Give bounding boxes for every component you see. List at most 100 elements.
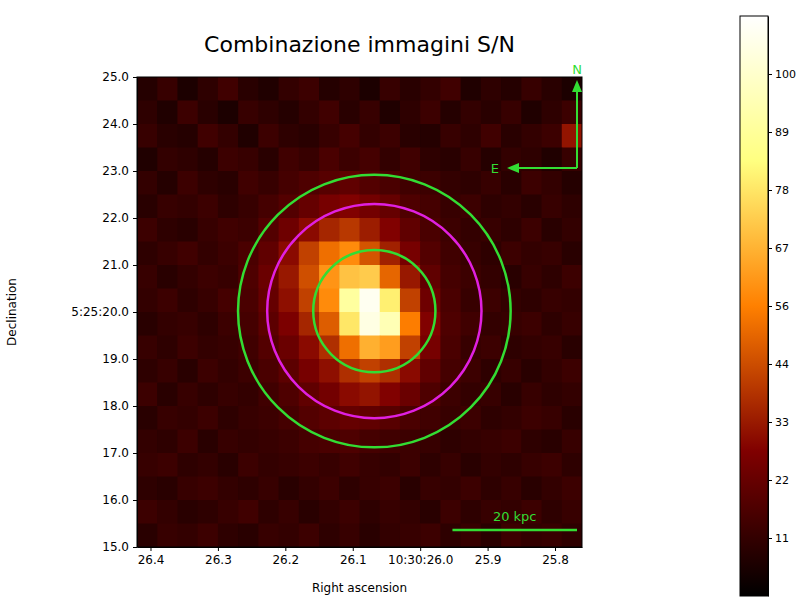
cell [339, 148, 360, 172]
cell [177, 359, 198, 383]
cell [501, 195, 522, 219]
cell [137, 242, 158, 266]
cell [440, 265, 461, 289]
colorbar-tick: 67 [768, 242, 789, 255]
colorbar-tick-mark [768, 538, 772, 539]
y-tick: 25.0 [102, 70, 137, 84]
cell [319, 148, 340, 172]
cell [360, 218, 381, 242]
x-tick: 25.8 [542, 547, 569, 567]
y-tick-label: 17.0 [102, 446, 129, 460]
cell [461, 453, 482, 477]
cell [198, 218, 219, 242]
cell [198, 148, 219, 172]
y-tick-mark [133, 547, 137, 548]
compass-east-arrow [515, 167, 577, 169]
scale-bar [452, 529, 577, 532]
colorbar-tick-label: 100 [775, 68, 796, 81]
cell [238, 171, 259, 195]
cell [177, 242, 198, 266]
y-tick-label: 18.0 [102, 399, 129, 413]
y-tick: 21.0 [102, 258, 137, 272]
cell [137, 148, 158, 172]
cell [319, 500, 340, 524]
cell [157, 124, 178, 148]
cell [299, 500, 320, 524]
compass-east-label: E [491, 161, 499, 176]
cell [137, 77, 158, 101]
cell [279, 336, 300, 360]
cell [339, 500, 360, 524]
cell [380, 477, 401, 501]
cell [481, 265, 502, 289]
cell [299, 477, 320, 501]
cell [299, 242, 320, 266]
cell [360, 289, 381, 313]
cell [542, 453, 563, 477]
cell [258, 242, 279, 266]
cell [380, 218, 401, 242]
colorbar-tick: 44 [768, 358, 789, 371]
cell [137, 524, 158, 548]
cell [218, 453, 239, 477]
cell [258, 500, 279, 524]
y-tick-label: 16.0 [102, 493, 129, 507]
title: Combinazione immagini S/N [204, 32, 515, 57]
cell [380, 148, 401, 172]
x-tick-mark [555, 547, 556, 551]
colorbar-tick-mark [768, 248, 772, 249]
cell [137, 477, 158, 501]
cell [137, 312, 158, 336]
colorbar-tick: 11 [768, 532, 789, 545]
y-tick-label: 15.0 [102, 540, 129, 554]
cell [157, 265, 178, 289]
cell [218, 312, 239, 336]
cell [542, 524, 563, 548]
cell [177, 265, 198, 289]
cell [461, 77, 482, 101]
cell [218, 101, 239, 125]
cell [218, 289, 239, 313]
cell [339, 524, 360, 548]
cell [339, 336, 360, 360]
cell [562, 406, 582, 430]
colorbar-tick: 56 [768, 300, 789, 313]
colorbar [740, 16, 768, 596]
cell [279, 524, 300, 548]
cell [258, 148, 279, 172]
cell [177, 312, 198, 336]
cell [400, 77, 421, 101]
y-tick-mark [133, 359, 137, 360]
cell [198, 124, 219, 148]
cell [542, 124, 563, 148]
cell [521, 359, 542, 383]
cell [157, 171, 178, 195]
cell [521, 101, 542, 125]
cell [440, 312, 461, 336]
cell [177, 524, 198, 548]
cell [521, 242, 542, 266]
colorbar-tick: 78 [768, 184, 789, 197]
plot-area [137, 77, 582, 547]
cell [238, 124, 259, 148]
cell [501, 524, 522, 548]
cell [400, 383, 421, 407]
cell [177, 218, 198, 242]
colorbar-tick-mark [768, 190, 772, 191]
cell [562, 359, 582, 383]
x-tick-label: 25.8 [542, 553, 569, 567]
cell [339, 218, 360, 242]
x-axis: 26.426.326.226.110:30:26.025.925.8 [138, 547, 583, 567]
cell [157, 101, 178, 125]
cell [360, 336, 381, 360]
cell [521, 124, 542, 148]
cell [339, 430, 360, 454]
cell [461, 289, 482, 313]
x-tick-mark [420, 547, 421, 551]
cell [481, 336, 502, 360]
cell [198, 289, 219, 313]
cell [339, 101, 360, 125]
cell [339, 312, 360, 336]
cell [279, 148, 300, 172]
aperture-circle [238, 175, 511, 448]
